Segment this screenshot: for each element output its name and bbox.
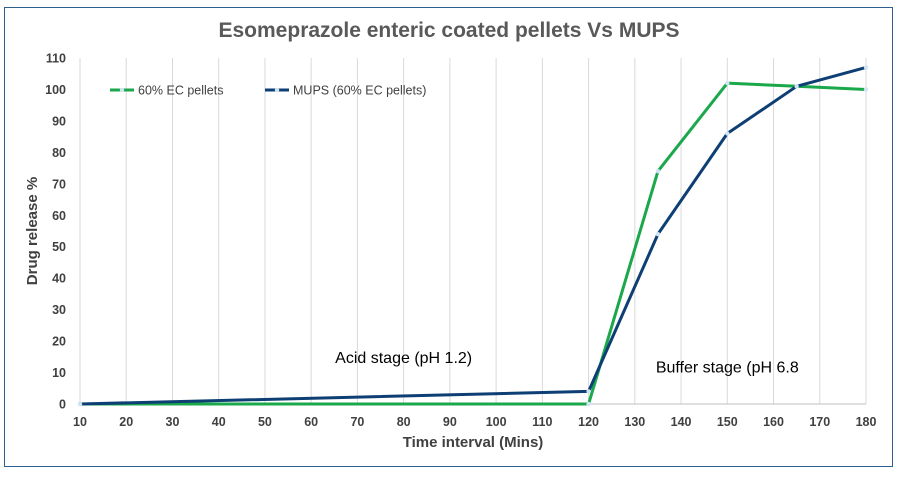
y-tick-label: 20 — [52, 335, 66, 349]
data-point — [863, 87, 869, 92]
x-tick-label: 140 — [671, 415, 692, 429]
x-tick-label: 180 — [856, 415, 877, 429]
y-axis-title: Drug release % — [24, 177, 41, 285]
grid — [79, 58, 867, 404]
data-point — [655, 231, 661, 237]
x-tick-label: 110 — [532, 415, 552, 429]
x-tick-label: 90 — [443, 415, 457, 429]
x-tick-label: 170 — [809, 415, 830, 429]
data-point — [586, 401, 591, 407]
x-tick-label: 160 — [763, 415, 784, 429]
x-tick-label: 100 — [486, 415, 507, 429]
x-tick-label: 120 — [578, 415, 599, 429]
x-tick-label: 60 — [304, 415, 318, 429]
annotation-text: Buffer stage (pH 6.8 — [656, 360, 799, 377]
series-line-1 — [80, 81, 867, 406]
legend-marker — [274, 87, 280, 93]
x-tick-label: 70 — [350, 415, 364, 429]
x-tick-label: 50 — [258, 415, 272, 429]
y-tick-label: 50 — [52, 240, 66, 254]
data-point — [725, 80, 730, 86]
series-lines — [77, 65, 869, 407]
data-point — [586, 389, 591, 394]
data-point — [863, 65, 869, 70]
y-tick-label: 90 — [52, 114, 66, 128]
y-tick-label: 30 — [52, 303, 66, 317]
y-tick-label: 100 — [45, 83, 66, 97]
y-tick-label: 60 — [52, 209, 66, 223]
annotation-text: Acid stage (pH 1.2) — [335, 350, 472, 367]
annotations: Acid stage (pH 1.2) Buffer stage (pH 6.8 — [335, 350, 799, 376]
x-tick-label: 40 — [212, 415, 226, 429]
series-line-2 — [79, 65, 867, 406]
y-tick-label: 70 — [52, 177, 66, 191]
y-tick-label: 10 — [52, 366, 66, 380]
y-tick-label: 40 — [52, 272, 66, 286]
data-point — [725, 131, 730, 136]
legend-label: 60% EC pellets — [138, 84, 223, 98]
x-tick-label: 150 — [717, 415, 738, 429]
x-tick-label: 80 — [397, 415, 411, 429]
x-axis-title: Time interval (Mins) — [403, 434, 544, 451]
legend-marker — [119, 87, 125, 93]
x-axis-ticks: 10 20 30 40 50 60 70 80 90 100 110 120 130 140 150 160 1… — [73, 415, 876, 429]
y-tick-label: 80 — [52, 146, 66, 160]
data-point — [655, 169, 661, 174]
x-tick-label: 20 — [119, 415, 133, 429]
y-axis-ticks: 0 10 20 30 40 50 60 70 80 90 100 110 — [45, 52, 66, 412]
data-point — [77, 401, 83, 407]
y-tick-label: 110 — [46, 52, 66, 66]
legend: 60% EC pellets MUPS (60% EC pellets) — [110, 84, 426, 98]
chart-title: Esomeprazole enteric coated pellets Vs M… — [219, 19, 680, 42]
x-tick-label: 30 — [166, 415, 180, 429]
x-tick-label: 10 — [73, 415, 87, 429]
x-tick-label: 130 — [624, 415, 645, 429]
data-point — [794, 84, 799, 89]
y-tick-label: 0 — [59, 398, 66, 412]
legend-label: MUPS (60% EC pellets) — [293, 84, 426, 98]
